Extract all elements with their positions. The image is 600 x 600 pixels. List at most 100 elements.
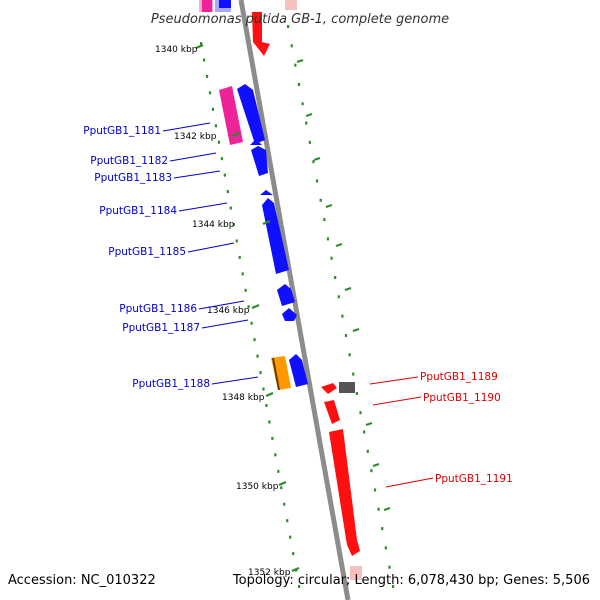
faded-gene-red-bottom — [350, 566, 362, 580]
gene-1183-arrow[interactable] — [251, 146, 268, 176]
dotted-guide-inner — [226, 190, 229, 194]
dotted-guide-outer — [323, 218, 326, 222]
gene-labels: PputGB1_1181 PputGB1_1182 PputGB1_1183 Pput… — [83, 125, 513, 485]
dotted-guide-inner — [220, 157, 223, 161]
dotted-guide-outer — [294, 63, 297, 67]
dotted-guide-inner — [292, 552, 295, 556]
gene-1181-block[interactable] — [219, 86, 243, 145]
dotted-guide-outer — [290, 44, 293, 48]
kbp-tick-mark — [195, 43, 204, 50]
gene-label-pputgb1_1190[interactable]: PputGB1_1190 — [423, 392, 501, 404]
dotted-guide-outer — [363, 430, 366, 434]
gene-1187-arrow[interactable] — [282, 308, 297, 321]
kbp-tick-mark — [251, 303, 260, 310]
gene-1188-arrow[interactable] — [289, 354, 308, 387]
kbp-ticks: 1340 kbp 1342 kbp 1344 kbp 1346 kbp 1348 kbp… — [155, 43, 391, 578]
gene-1190-arrow[interactable] — [324, 400, 340, 424]
gene-pink-top[interactable] — [202, 0, 212, 12]
accession-footer: Accession: NC_010322 — [8, 573, 156, 588]
minor-tick-mark — [344, 287, 352, 291]
faded-gene-red — [285, 0, 297, 10]
dotted-guide-outer — [319, 198, 322, 202]
dotted-guide-outer — [308, 140, 311, 144]
dotted-guide-outer — [301, 102, 304, 106]
gene-1185-arrow[interactable] — [262, 198, 289, 274]
kbp-tick-mark — [262, 219, 271, 226]
dotted-guide-inner — [298, 585, 301, 588]
dotted-guide-outer — [348, 353, 351, 357]
gene-label-pputgb1_1186[interactable]: PputGB1_1186 — [119, 303, 197, 315]
gene-1181-arrow[interactable] — [237, 84, 265, 144]
gene-label-pputgb1_1185[interactable]: PputGB1_1185 — [108, 246, 186, 258]
gene-blue-top[interactable] — [219, 0, 231, 8]
gene-label-pputgb1_1187[interactable]: PputGB1_1187 — [122, 322, 200, 334]
gene-label-leader — [385, 477, 434, 488]
kbp-tick-mark — [265, 391, 274, 398]
dotted-guide-outer — [326, 237, 330, 241]
kbp-tick-label: 1342 kbp — [174, 132, 217, 142]
dotted-guide-inner — [259, 371, 262, 375]
genome-info-footer: Topology: circular; Length: 6,078,430 bp… — [232, 573, 590, 588]
dotted-guide-outer — [287, 25, 290, 28]
gene-label-leader — [198, 300, 245, 310]
dotted-guide-inner — [250, 321, 253, 325]
gene-label-leader — [187, 242, 235, 253]
gene-1191-arrow[interactable] — [329, 429, 360, 556]
gene-1184-arrow[interactable] — [260, 190, 273, 195]
minor-tick-mark — [325, 204, 333, 208]
dotted-guide-inner — [223, 173, 226, 177]
kbp-tick-label: 1352 kbp — [248, 568, 291, 578]
dotted-guide-outer — [370, 469, 373, 473]
dotted-guide-outer — [377, 507, 380, 511]
dotted-guide-inner — [280, 486, 283, 490]
gene-label-pputgb1_1191[interactable]: PputGB1_1191 — [435, 473, 513, 485]
gene-label-leader — [162, 122, 211, 132]
dotted-guide-inner — [274, 453, 277, 457]
gene-label-pputgb1_1189[interactable]: PputGB1_1189 — [420, 371, 498, 383]
minor-tick-mark — [305, 113, 313, 117]
gene-label-pputgb1_1183[interactable]: PputGB1_1183 — [94, 172, 172, 184]
kbp-tick-label: 1340 kbp — [155, 45, 198, 55]
gene-label-pputgb1_1181[interactable]: PputGB1_1181 — [83, 125, 161, 137]
dotted-guide-inner — [232, 223, 235, 226]
gene-label-pputgb1_1188[interactable]: PputGB1_1188 — [132, 378, 210, 390]
minor-tick-mark — [352, 328, 360, 332]
minor-tick-mark — [365, 422, 373, 426]
dotted-guide-inner — [208, 91, 212, 95]
gene-label-pputgb1_1184[interactable]: PputGB1_1184 — [99, 205, 177, 217]
dotted-guide-inner — [265, 404, 268, 407]
kbp-tick-label: 1350 kbp — [236, 482, 279, 492]
dotted-guide-inner — [217, 140, 221, 144]
kbp-tick-label: 1346 kbp — [207, 306, 250, 316]
minor-tick-mark — [313, 157, 321, 161]
dotted-guide-inner — [271, 436, 274, 440]
dotted-guide-outer — [359, 411, 362, 415]
dotted-guide-outer — [334, 276, 337, 280]
gene-1188-block[interactable] — [271, 356, 291, 390]
gene-label-pputgb1_1182[interactable]: PputGB1_1182 — [90, 155, 168, 167]
genome-backbone — [238, 0, 351, 600]
dotted-guide-inner — [229, 206, 232, 210]
kbp-tick-mark — [231, 131, 240, 138]
kbp-tick-label: 1348 kbp — [222, 393, 265, 403]
minor-tick-mark — [296, 59, 304, 63]
gene-1189-arrow[interactable] — [321, 383, 337, 394]
gene-1189-block[interactable] — [339, 382, 355, 393]
dotted-guide-outer — [384, 546, 387, 550]
gene-1182-arrow[interactable] — [250, 139, 262, 145]
gene-label-leader — [178, 202, 228, 212]
dotted-guide-outer — [366, 449, 369, 453]
dotted-guide-inner — [241, 272, 244, 276]
gene-1188-edge — [272, 357, 280, 391]
dotted-guide-inner — [262, 387, 265, 391]
dotted-guide-outer — [337, 295, 340, 299]
dotted-guide-outer — [344, 333, 348, 337]
kbp-tick-mark — [278, 480, 287, 487]
dotted-guide-outer — [388, 565, 391, 569]
dotted-guide-inner — [238, 255, 241, 259]
gene-arrow-red-top[interactable] — [252, 12, 270, 56]
gene-1186-arrow[interactable] — [277, 284, 295, 306]
dotted-guide-inner — [247, 305, 250, 309]
gene-label-leader — [201, 319, 249, 329]
